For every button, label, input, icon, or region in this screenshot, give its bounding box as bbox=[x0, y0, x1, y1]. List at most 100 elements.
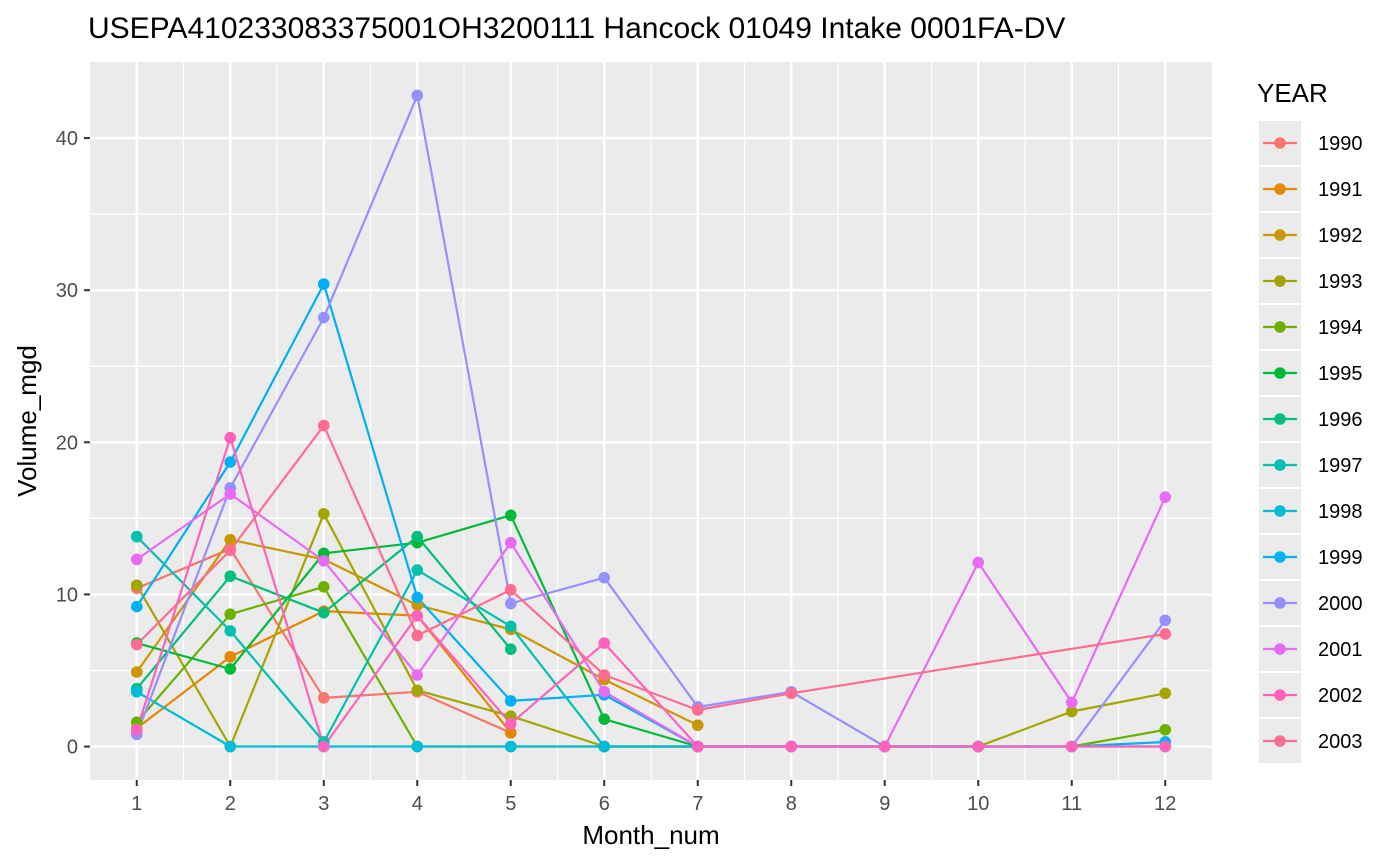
legend-key-point bbox=[1274, 413, 1286, 425]
x-tick-label: 3 bbox=[318, 793, 329, 815]
data-point-2002 bbox=[224, 431, 237, 444]
legend-key-point bbox=[1274, 229, 1286, 241]
chart-title: USEPA410233083375001OH3200111 Hancock 01… bbox=[88, 12, 1065, 45]
y-tick-label: 40 bbox=[56, 128, 78, 150]
y-tick-label: 10 bbox=[56, 584, 78, 606]
x-tick-label: 10 bbox=[967, 793, 989, 815]
data-point-2003 bbox=[317, 419, 330, 432]
legend-label: 1997 bbox=[1318, 455, 1363, 477]
legend-key-point bbox=[1274, 183, 1286, 195]
legend-items: 1990 1991 1992 1993 1994 1995 1996 1997 1998 1999… bbox=[1259, 121, 1363, 763]
data-point-2003 bbox=[598, 669, 611, 681]
data-point-1997 bbox=[130, 530, 143, 543]
x-tick-label: 8 bbox=[786, 793, 797, 815]
data-point-2002 bbox=[317, 740, 330, 753]
data-point-2000 bbox=[411, 89, 424, 102]
y-tick-label: 20 bbox=[56, 432, 78, 454]
data-point-2002 bbox=[411, 609, 424, 622]
data-point-2000 bbox=[504, 597, 517, 610]
data-point-2001 bbox=[317, 555, 330, 567]
data-point-2002 bbox=[1159, 740, 1172, 753]
legend-label: 2003 bbox=[1318, 731, 1363, 753]
legend-item-1995: 1995 bbox=[1259, 351, 1363, 395]
data-point-1993 bbox=[1065, 705, 1078, 718]
data-point-1998 bbox=[411, 740, 424, 753]
data-point-1996 bbox=[224, 570, 237, 582]
x-tick-label: 12 bbox=[1154, 793, 1176, 815]
data-point-1996 bbox=[504, 643, 517, 655]
legend-label: 2002 bbox=[1318, 685, 1363, 707]
data-point-2003 bbox=[411, 629, 424, 642]
data-point-1993 bbox=[130, 579, 143, 592]
x-tick-label: 4 bbox=[412, 793, 423, 815]
legend-item-1994: 1994 bbox=[1259, 305, 1363, 349]
legend-item-1993: 1993 bbox=[1259, 259, 1363, 303]
data-point-2001 bbox=[130, 553, 143, 566]
data-point-1992 bbox=[130, 666, 143, 678]
x-tick-label: 6 bbox=[599, 793, 610, 815]
y-axis: 0 10 20 30 40 bbox=[56, 128, 90, 759]
legend-label: 1996 bbox=[1318, 409, 1363, 431]
legend-item-2000: 2000 bbox=[1259, 581, 1363, 625]
legend-key-point bbox=[1274, 735, 1286, 747]
x-tick-label: 9 bbox=[879, 793, 890, 815]
data-point-1996 bbox=[411, 530, 424, 543]
data-point-2003 bbox=[130, 638, 143, 651]
data-point-1996 bbox=[317, 606, 330, 619]
data-point-1990 bbox=[317, 692, 330, 704]
y-axis-title: Volume_mgd bbox=[12, 345, 42, 497]
legend-label: 1995 bbox=[1318, 363, 1363, 385]
legend-key-point bbox=[1274, 459, 1286, 471]
x-tick-label: 5 bbox=[505, 793, 516, 815]
x-tick-label: 11 bbox=[1061, 793, 1082, 815]
data-point-1998 bbox=[598, 740, 611, 753]
data-point-2002 bbox=[130, 724, 143, 736]
data-point-1995 bbox=[598, 713, 611, 725]
legend-item-1997: 1997 bbox=[1259, 443, 1363, 487]
x-tick-label: 1 bbox=[131, 793, 142, 815]
data-point-1999 bbox=[411, 591, 424, 604]
y-tick-label: 30 bbox=[56, 280, 78, 302]
legend-key-point bbox=[1274, 367, 1286, 379]
data-point-2001 bbox=[224, 488, 237, 500]
minor-gridlines bbox=[90, 62, 1212, 780]
data-point-1993 bbox=[411, 684, 424, 697]
data-point-2003 bbox=[224, 544, 237, 557]
data-point-2000 bbox=[598, 571, 611, 584]
data-point-2001 bbox=[504, 536, 517, 549]
data-point-2001 bbox=[1065, 696, 1078, 709]
data-point-1994 bbox=[317, 581, 330, 593]
data-point-1999 bbox=[130, 600, 143, 613]
legend-item-1990: 1990 bbox=[1259, 121, 1363, 165]
legend-label: 1999 bbox=[1318, 547, 1363, 569]
data-point-2002 bbox=[504, 717, 517, 730]
x-tick-label: 7 bbox=[692, 793, 703, 815]
series-line-2002 bbox=[135, 436, 1166, 748]
data-point-2003 bbox=[504, 584, 517, 596]
data-point-1999 bbox=[224, 456, 237, 468]
data-point-1991 bbox=[224, 650, 237, 663]
data-point-2002 bbox=[785, 740, 798, 753]
data-point-1993 bbox=[317, 507, 330, 520]
legend-key-point bbox=[1274, 275, 1286, 287]
y-tick-label: 0 bbox=[67, 737, 78, 759]
legend: YEAR 19901991199219931994199519961997199… bbox=[1257, 78, 1363, 763]
data-point-2002 bbox=[972, 740, 985, 753]
series-points bbox=[130, 89, 1172, 753]
data-point-2000 bbox=[317, 311, 330, 324]
legend-item-1998: 1998 bbox=[1259, 489, 1363, 533]
data-point-1993 bbox=[1159, 687, 1172, 700]
legend-label: 1993 bbox=[1318, 271, 1363, 293]
data-point-2003 bbox=[785, 687, 798, 700]
legend-label: 2000 bbox=[1318, 593, 1363, 615]
data-point-2001 bbox=[598, 685, 611, 698]
data-point-1998 bbox=[130, 685, 143, 698]
legend-item-1999: 1999 bbox=[1259, 535, 1363, 579]
legend-label: 1998 bbox=[1318, 501, 1363, 523]
legend-item-1991: 1991 bbox=[1259, 167, 1363, 211]
legend-label: 1992 bbox=[1318, 225, 1363, 247]
series-line-2001 bbox=[136, 492, 1167, 748]
legend-label: 1991 bbox=[1318, 179, 1363, 201]
data-point-1995 bbox=[504, 509, 517, 522]
legend-key-point bbox=[1274, 505, 1286, 517]
